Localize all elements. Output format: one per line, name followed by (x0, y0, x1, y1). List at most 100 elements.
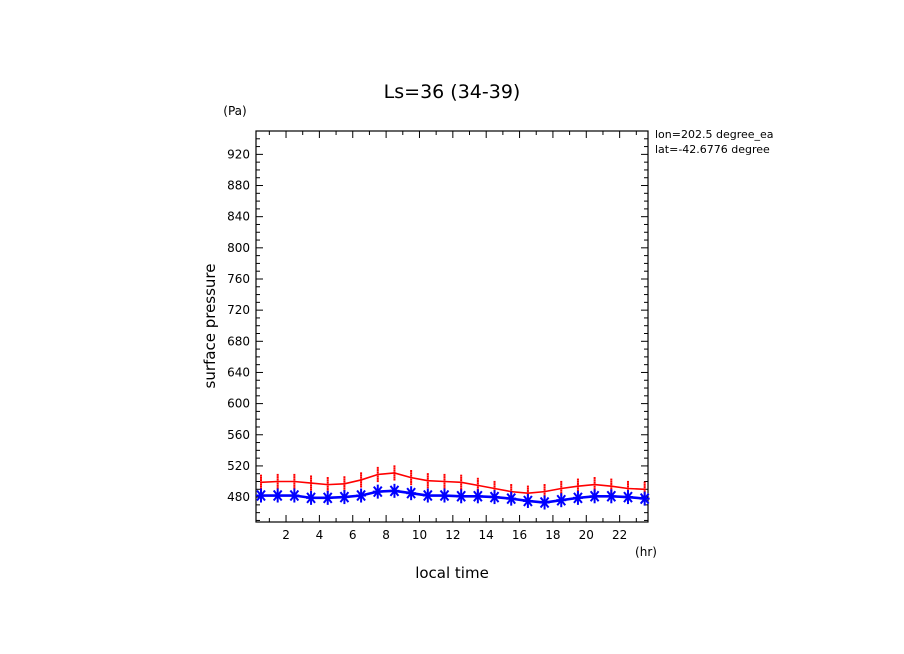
data-point-marker (560, 480, 563, 483)
data-point-marker (476, 477, 479, 480)
y-tick-label: 760 (227, 272, 250, 286)
data-point-marker (576, 482, 579, 485)
y-tick-label: 720 (227, 303, 250, 317)
data-point-marker (443, 476, 446, 479)
data-point-marker (626, 485, 629, 488)
plot-frame (255, 130, 649, 523)
data-point-marker (326, 481, 329, 484)
data-point-marker (460, 479, 463, 482)
data-point-marker (376, 466, 379, 469)
data-point-marker (393, 476, 396, 479)
data-point-marker (393, 467, 396, 470)
data-point-marker (276, 476, 279, 479)
data-point-marker (310, 486, 313, 489)
data-point-marker (326, 485, 329, 488)
data-point-marker (443, 480, 446, 483)
data-point-marker (610, 487, 613, 490)
data-point-marker (376, 475, 379, 478)
data-point-marker (493, 485, 496, 488)
data-point-marker (476, 484, 479, 487)
y-tick-label: 640 (227, 365, 250, 379)
x-tick-label: 4 (316, 528, 324, 542)
data-point-marker (560, 485, 563, 488)
data-point-marker (360, 476, 363, 479)
data-point-marker (260, 474, 263, 477)
data-point-marker (643, 481, 646, 484)
data-point-marker (610, 485, 613, 488)
data-point-marker (376, 480, 379, 483)
data-point-marker (293, 487, 296, 490)
y-unit-label: (Pa) (223, 104, 246, 118)
data-point-marker (260, 481, 263, 484)
y-tick-label: 600 (227, 397, 250, 411)
data-point-marker (460, 487, 463, 490)
data-point-marker (443, 484, 446, 487)
data-point-marker (293, 476, 296, 479)
data-point-marker (276, 484, 279, 487)
data-point-marker (543, 486, 546, 489)
data-point-marker (293, 480, 296, 483)
y-tick-label: 520 (227, 459, 250, 473)
y-axis-title: surface pressure (201, 264, 219, 389)
axis-ticks: 2 4 6 8 10 12 14 16 18 20 22 480 520 560 600 640 680 720 7… (227, 130, 648, 542)
data-point-marker (343, 485, 346, 488)
data-point-marker (426, 481, 429, 484)
data-point-marker (360, 474, 363, 477)
data-point-marker (260, 479, 263, 482)
data-point-marker (610, 480, 613, 483)
data-point-marker (260, 485, 263, 488)
data-point-marker (360, 485, 363, 488)
data-point-marker (426, 484, 429, 487)
data-point-marker (326, 477, 329, 480)
data-point-marker (593, 479, 596, 482)
y-tick-label: 480 (227, 490, 250, 504)
data-point-marker (460, 483, 463, 486)
annotation-lon: lon=202.5 degree_ea (655, 128, 774, 141)
y-tick-label: 680 (227, 334, 250, 348)
data-point-marker (626, 483, 629, 486)
data-point-marker (410, 470, 413, 473)
x-tick-label: 22 (612, 528, 627, 542)
series-blue (256, 483, 650, 510)
data-point-marker (393, 469, 396, 472)
data-point-marker (460, 476, 463, 479)
data-point-marker (293, 484, 296, 487)
y-tick-label: 840 (227, 210, 250, 224)
data-point-marker (643, 483, 646, 486)
data-point-marker (460, 481, 463, 484)
data-point-marker (376, 471, 379, 474)
data-point-marker (526, 489, 529, 492)
data-point-marker (393, 474, 396, 477)
data-point-marker (343, 480, 346, 483)
data-point-marker (510, 484, 513, 487)
data-point-marker (643, 490, 646, 493)
y-tick-label: 880 (227, 179, 250, 193)
x-tick-label: 16 (512, 528, 527, 542)
data-point-marker (293, 478, 296, 481)
data-point-marker (410, 476, 413, 479)
data-point-marker (260, 476, 263, 479)
x-tick-label: 6 (349, 528, 357, 542)
data-point-marker (560, 487, 563, 490)
data-point-marker (476, 479, 479, 482)
data-point-marker (543, 492, 546, 495)
data-point-marker (510, 486, 513, 489)
data-point-marker (476, 482, 479, 485)
data-point-marker (393, 478, 396, 481)
data-point-marker (343, 482, 346, 485)
data-point-marker (276, 487, 279, 490)
data-point-marker (426, 477, 429, 480)
data-point-marker (593, 481, 596, 484)
y-tick-label: 920 (227, 147, 250, 161)
x-tick-label: 10 (412, 528, 427, 542)
data-point-marker (343, 487, 346, 490)
data-point-marker (410, 481, 413, 484)
data-point-marker (260, 483, 263, 486)
data-point-marker (576, 480, 579, 483)
data-point-marker (326, 488, 329, 491)
data-point-marker (376, 473, 379, 476)
series-layer (256, 465, 650, 510)
data-point-marker (643, 488, 646, 491)
data-point-marker (293, 473, 296, 476)
